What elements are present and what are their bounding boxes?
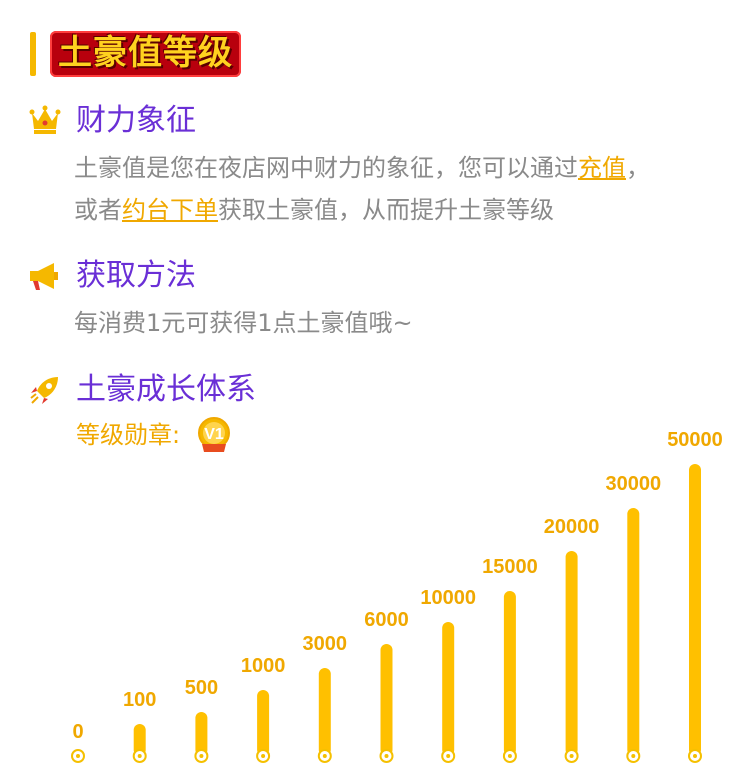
- wealth-desc-text-a: 土豪值是您在夜店网中财力的象征，您可以通过: [74, 154, 578, 182]
- chart-value-label: 1000: [241, 655, 286, 677]
- chart-bar: [503, 591, 516, 756]
- chart-value-label: 3000: [303, 633, 348, 655]
- chart-bar: [257, 690, 270, 756]
- chart-value-label: 100: [123, 689, 156, 711]
- chart-value-label: 10000: [420, 587, 476, 609]
- title-accent-bar: [30, 32, 36, 76]
- medal-label: 等级勋章:: [76, 421, 181, 449]
- chart-level-dot-center: [507, 754, 512, 758]
- chart-level-dot-center: [76, 754, 80, 758]
- chart-bar: [318, 668, 331, 756]
- chart-value-label: 0: [72, 721, 83, 743]
- chart-bar: [627, 508, 640, 756]
- chart-value-label: 30000: [605, 473, 661, 495]
- section-title-method: 获取方法: [76, 258, 196, 293]
- chart-bar: [689, 464, 701, 756]
- chart-level-dot-center: [384, 754, 389, 758]
- crown-icon: [29, 105, 61, 134]
- recharge-link[interactable]: 充值: [578, 154, 626, 182]
- chart-level-dot-center: [322, 754, 327, 758]
- booking-link[interactable]: 约台下单: [122, 196, 218, 224]
- page-header: 土豪值等级: [30, 30, 241, 78]
- wealth-desc-text-c: 或者: [74, 196, 122, 224]
- chart-bar: [195, 712, 208, 756]
- rocket-icon: [30, 377, 58, 404]
- wealth-desc-text-b: ，: [626, 154, 650, 182]
- wealth-desc-line1: 土豪值是您在夜店网中财力的象征，您可以通过充值，: [74, 147, 650, 189]
- section-title-growth: 土豪成长体系: [76, 372, 256, 407]
- method-desc: 每消费1元可获得1点土豪值哦~: [74, 309, 413, 337]
- chart-level-dot-center: [261, 754, 266, 758]
- chart-value-label: 50000: [667, 429, 723, 451]
- chart-bar: [442, 622, 455, 756]
- chart-bar: [133, 724, 146, 756]
- wealth-desc-line2: 或者约台下单获取土豪值，从而提升土豪等级: [74, 189, 554, 231]
- chart-level-dot-center: [631, 754, 636, 758]
- chart-value-label: 500: [185, 677, 218, 699]
- chart-bar: [565, 551, 578, 756]
- megaphone-icon: [30, 263, 58, 290]
- page-title: 土豪值等级: [50, 31, 241, 77]
- chart-value-label: 15000: [482, 556, 538, 578]
- svg-text:V1: V1: [204, 426, 224, 443]
- chart-level-dot-center: [569, 754, 574, 758]
- v1-medal-icon: V1: [198, 417, 230, 452]
- chart-level-dot-center: [446, 754, 451, 758]
- chart-level-dot-center: [693, 754, 697, 758]
- wealth-desc-text-d: 获取土豪值，从而提升土豪等级: [218, 196, 554, 224]
- chart-level-dot-center: [137, 754, 142, 758]
- section-title-wealth: 财力象征: [76, 103, 196, 138]
- chart-level-dot-center: [199, 754, 204, 758]
- chart-bar: [380, 644, 393, 756]
- chart-value-label: 6000: [364, 609, 409, 631]
- chart-value-label: 20000: [544, 516, 600, 538]
